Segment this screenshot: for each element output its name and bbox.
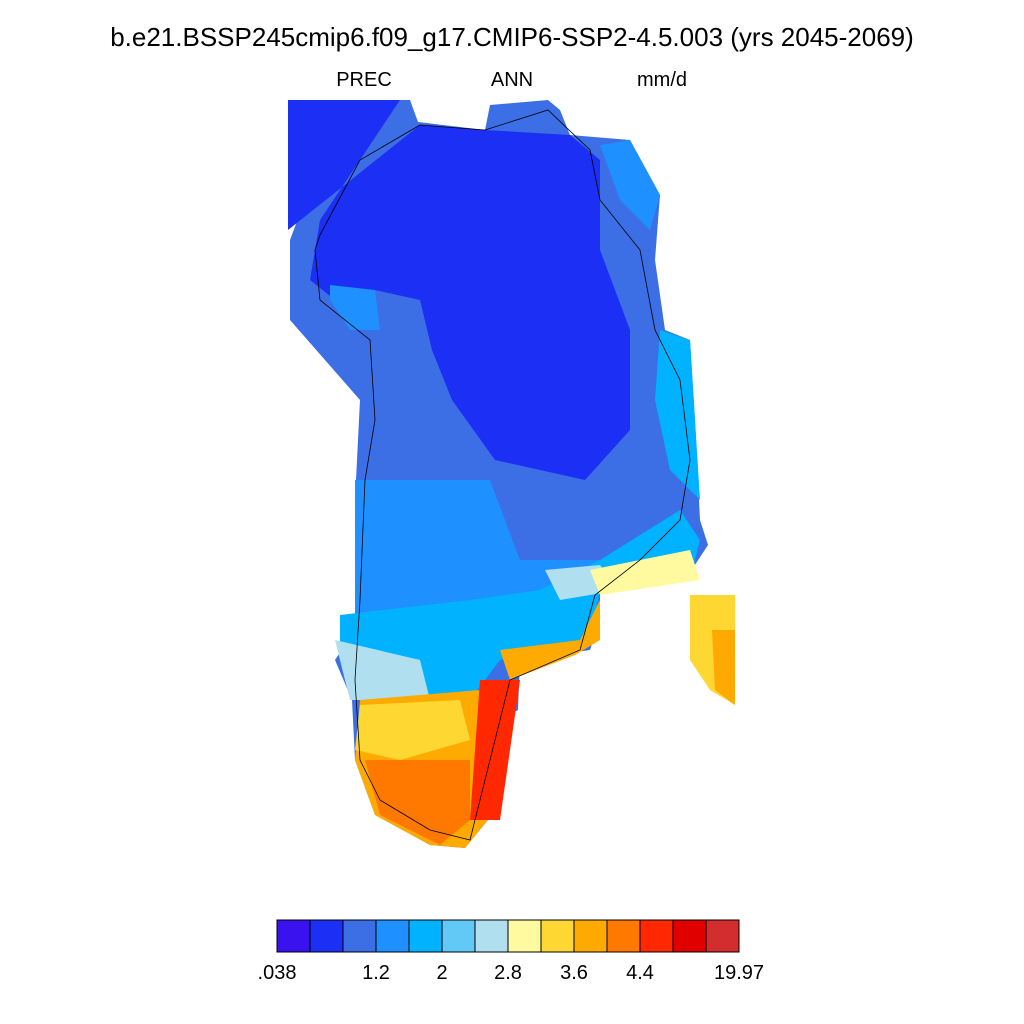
colorbar-box: [672, 919, 707, 953]
season-label: ANN: [491, 69, 533, 91]
colorbar-box: [441, 919, 476, 953]
region-cyan: [340, 510, 700, 700]
colorbar-box: [474, 919, 509, 953]
colorbar-box: [375, 919, 410, 953]
colorbar-box: [606, 919, 641, 953]
region-light-blue: [335, 640, 430, 700]
colorbar-box: [507, 919, 542, 953]
colorbar-box: [408, 919, 443, 953]
colorbar-tick-label: .038: [258, 962, 297, 984]
coastline: [314, 109, 691, 841]
region-orange-east: [500, 600, 600, 680]
colorbar-box: [276, 919, 311, 953]
map: [288, 100, 735, 848]
region-cyan-east: [655, 330, 700, 500]
region-yellow: [355, 700, 470, 760]
colorbar-box: [573, 919, 608, 953]
colorbar-tick-label: 2: [436, 962, 447, 984]
title: b.e21.BSSP245cmip6.f09_g17.CMIP6-SSP2-4.…: [110, 22, 914, 52]
colorbar-box: [705, 919, 740, 953]
region-blue-north: [330, 285, 380, 330]
region-deep-blue: [288, 100, 630, 480]
region-dark-orange: [365, 760, 470, 845]
colorbar: .038 1.2 2 2.8 3.6 4.4 19.97: [258, 919, 764, 984]
region-island-orange: [712, 630, 735, 705]
colorbar-box: [639, 919, 674, 953]
colorbar-tick-label: 4.4: [626, 962, 654, 984]
region-pale-yellow: [590, 550, 700, 595]
units-label: mm/d: [637, 69, 687, 91]
region-blue: [355, 480, 600, 620]
colorbar-tick-label: 3.6: [560, 962, 588, 984]
variable-label: PREC: [336, 69, 392, 91]
colorbar-box: [309, 919, 344, 953]
colorbar-box: [342, 919, 377, 953]
colorbar-tick-label: 1.2: [362, 962, 390, 984]
colorbar-box: [540, 919, 575, 953]
region-red: [470, 680, 520, 820]
region-blue-east: [600, 140, 660, 230]
colorbar-tick-label: 19.97: [714, 962, 764, 984]
colorbar-tick-label: 2.8: [494, 962, 522, 984]
